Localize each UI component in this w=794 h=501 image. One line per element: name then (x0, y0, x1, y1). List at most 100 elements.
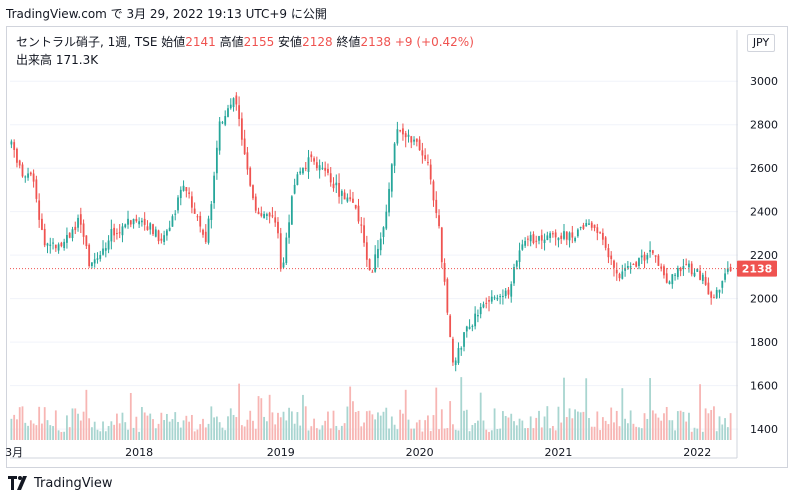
volume-bar (560, 422, 563, 440)
volume-bar (49, 425, 52, 440)
volume-bar (66, 415, 68, 440)
candle-body (190, 196, 193, 208)
candle-body (29, 172, 32, 175)
volume-bar (610, 407, 613, 440)
volume-bar (357, 410, 360, 440)
volume-bar (532, 428, 535, 440)
candle-body (646, 255, 649, 260)
candle-body (102, 248, 104, 255)
candle-body (340, 190, 343, 196)
volume-bar (210, 406, 213, 440)
symbol-label[interactable]: セントラル硝子, 1週, TSE (16, 35, 158, 49)
y-tick-label: 2400 (750, 206, 778, 219)
volume-bar (713, 406, 715, 440)
volume-bar (174, 412, 177, 440)
volume-bar (221, 427, 224, 440)
volume-bar (551, 426, 554, 440)
candle-body (410, 136, 413, 143)
volume-bar (343, 423, 346, 440)
candle-body (721, 280, 724, 288)
candle-body (649, 250, 651, 252)
candle-body (535, 240, 538, 242)
volume-bar (296, 412, 299, 440)
candle-body (313, 158, 315, 162)
volume-bar (293, 423, 296, 440)
candle-body (593, 224, 596, 228)
candle-body (529, 235, 532, 242)
volume-bar (415, 422, 418, 440)
candle-body (688, 263, 690, 268)
plot-area (10, 30, 732, 440)
volume-bar (202, 418, 204, 440)
chart-frame[interactable] (6, 26, 788, 468)
volume-bar (54, 410, 57, 440)
candle-body (538, 236, 540, 241)
volume-bar (568, 408, 571, 440)
candle-body (701, 274, 704, 281)
volume-bar (52, 426, 54, 440)
candle-body (660, 266, 663, 269)
volume-bar (215, 416, 218, 440)
candle-body (185, 187, 188, 192)
candle-body (288, 222, 290, 238)
candle-body (207, 218, 210, 243)
candle-body (332, 183, 335, 189)
candle-body (177, 197, 179, 211)
candle-body (482, 304, 485, 308)
candle-body (268, 212, 271, 217)
candle-body (663, 266, 665, 276)
candle-body (588, 223, 590, 225)
volume-bar (390, 416, 393, 440)
brand-name: TradingView (34, 476, 113, 491)
volume-bar (16, 419, 18, 440)
volume-bar (410, 428, 413, 440)
volume-bar (588, 418, 590, 440)
volume-bar (196, 429, 199, 440)
candle-body (27, 173, 29, 178)
volume-bar (557, 406, 560, 440)
candle-body (415, 138, 418, 142)
candle-body (607, 248, 610, 258)
volume-bar (118, 423, 121, 440)
volume-bar (443, 428, 446, 440)
candle-body (632, 263, 635, 265)
volume-bar (146, 415, 149, 440)
candle-body (629, 266, 632, 268)
volume-bar (526, 428, 529, 440)
candle-body (168, 227, 171, 231)
volume-bar (249, 410, 252, 440)
volume-bar (160, 412, 163, 440)
volume-bar (660, 420, 663, 440)
candle-body (227, 108, 229, 117)
candle-body (549, 233, 552, 238)
volume-bar (579, 412, 582, 440)
candle-body (543, 239, 546, 244)
candle-body (504, 290, 507, 297)
volume-bar (346, 406, 349, 440)
candle-body (626, 266, 629, 268)
volume-bar (96, 429, 99, 440)
candle-body (218, 121, 221, 151)
y-tick-label: 1800 (750, 336, 778, 349)
candle-body (16, 148, 18, 163)
volume-bar (640, 428, 643, 440)
volume-bar (529, 416, 532, 440)
candle-body (171, 216, 174, 227)
volume-bar (60, 431, 63, 440)
volume-bar (576, 411, 579, 440)
candle-body (346, 197, 349, 202)
candle-body (182, 185, 185, 191)
volume-bar (143, 412, 146, 440)
candle-body (357, 205, 360, 222)
candle-body (540, 235, 543, 241)
currency-button[interactable]: JPY (747, 34, 775, 52)
candle-body (110, 229, 113, 242)
volume-bar (418, 419, 421, 440)
candle-body (571, 232, 574, 238)
candle-body (249, 167, 252, 186)
volume-bar (571, 418, 574, 440)
candle-body (438, 215, 440, 227)
volume-bar (618, 426, 621, 440)
candle-body (324, 167, 327, 171)
